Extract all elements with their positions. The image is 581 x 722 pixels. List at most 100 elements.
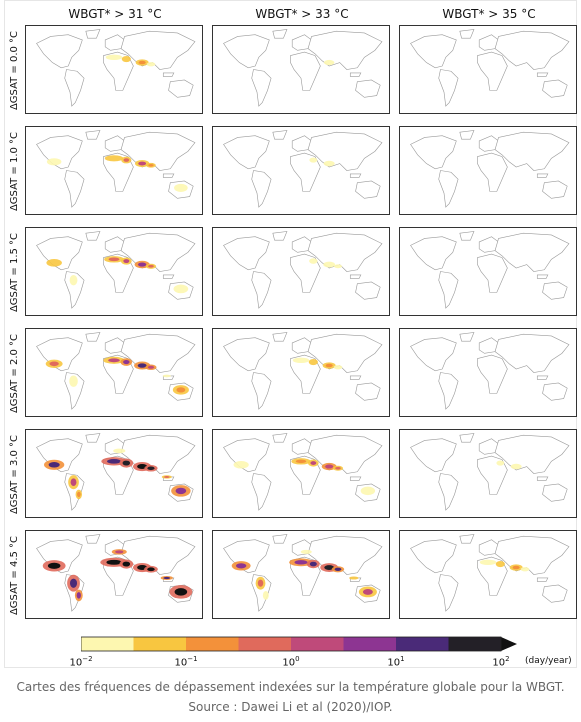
map-panel bbox=[25, 25, 203, 114]
continent-outline bbox=[349, 72, 362, 77]
caption-line-2: Source : Dawei Li et al (2020)/IOP. bbox=[188, 700, 393, 714]
exceedance-area bbox=[520, 567, 530, 572]
column-title: WBGT* > 35 °C bbox=[442, 7, 536, 21]
continent-outline bbox=[410, 337, 457, 372]
exceedance-area bbox=[173, 284, 189, 294]
continent-outline bbox=[64, 271, 85, 309]
colorbar-tick-label: 10−1 bbox=[174, 655, 198, 669]
colorbar-segment bbox=[81, 637, 134, 651]
exceedance-area bbox=[360, 486, 376, 496]
continent-outline bbox=[355, 180, 381, 199]
continent-outline bbox=[536, 577, 549, 582]
map-panel bbox=[212, 227, 390, 316]
exceedance-core bbox=[310, 461, 317, 465]
exceedance-area bbox=[479, 559, 497, 566]
continent-outline bbox=[290, 152, 321, 192]
exceedance-area bbox=[121, 56, 131, 63]
exceedance-core bbox=[137, 262, 147, 267]
map-panel bbox=[399, 25, 577, 114]
exceedance-core bbox=[138, 161, 147, 166]
continent-outline bbox=[355, 281, 381, 300]
exceedance-area bbox=[334, 264, 342, 269]
continent-outline bbox=[272, 332, 288, 342]
colorbar-tick-label: 101 bbox=[387, 655, 405, 669]
world-map bbox=[410, 433, 570, 511]
exceedance-core bbox=[295, 459, 307, 464]
continent-outline bbox=[36, 34, 83, 69]
exceedance-core bbox=[147, 567, 155, 572]
exceedance-core bbox=[324, 565, 335, 570]
exceedance-core bbox=[334, 567, 342, 571]
exceedance-core bbox=[164, 476, 170, 478]
world-map bbox=[223, 130, 383, 208]
world-map bbox=[410, 29, 570, 107]
continent-outline bbox=[272, 29, 288, 39]
figure: WBGT* > 31 °C WBGT* > 33 °C WBGT* > 35 °C … bbox=[4, 0, 577, 668]
continent-outline bbox=[290, 51, 321, 91]
column-title: WBGT* > 33 °C bbox=[255, 7, 349, 21]
map-panel bbox=[25, 227, 203, 316]
colorbar-segment bbox=[238, 637, 292, 651]
continent-outline bbox=[542, 483, 568, 502]
exceedance-area bbox=[309, 258, 318, 264]
continent-outline bbox=[494, 30, 570, 70]
continent-outline bbox=[251, 372, 272, 410]
colorbar-segment bbox=[396, 637, 449, 651]
continent-outline bbox=[251, 271, 272, 309]
continent-outline bbox=[536, 72, 549, 77]
continent-outline bbox=[542, 281, 568, 300]
exceedance-area bbox=[308, 359, 318, 366]
continent-outline bbox=[355, 79, 381, 98]
continent-outline bbox=[459, 29, 475, 39]
exceedance-core bbox=[176, 387, 186, 393]
continent-outline bbox=[85, 231, 101, 241]
exceedance-area bbox=[300, 549, 312, 554]
continent-outline bbox=[162, 274, 175, 279]
world-map bbox=[223, 332, 383, 410]
continent-outline bbox=[307, 131, 383, 171]
row-label: ΔGSAT = 4.5 °C bbox=[9, 535, 21, 615]
continent-outline bbox=[85, 29, 101, 39]
continent-outline bbox=[459, 534, 475, 544]
world-map bbox=[36, 231, 196, 309]
continent-outline bbox=[223, 337, 270, 372]
continent-outline bbox=[477, 455, 508, 495]
exceedance-core bbox=[362, 588, 373, 595]
continent-outline bbox=[438, 271, 459, 309]
world-map bbox=[410, 130, 570, 208]
continent-outline bbox=[410, 135, 457, 170]
exceedance-area bbox=[162, 374, 171, 378]
map-panel bbox=[25, 328, 203, 417]
continent-outline bbox=[355, 382, 381, 401]
map-panel bbox=[212, 328, 390, 417]
exceedance-core bbox=[148, 163, 154, 167]
exceedance-core bbox=[122, 561, 131, 567]
exceedance-area bbox=[323, 160, 335, 167]
continent-outline bbox=[64, 170, 85, 208]
continent-outline bbox=[477, 51, 508, 91]
exceedance-area bbox=[510, 463, 522, 470]
continent-outline bbox=[542, 382, 568, 401]
exceedance-core bbox=[147, 466, 155, 471]
exceedance-area bbox=[333, 365, 343, 370]
continent-outline bbox=[459, 231, 475, 241]
exceedance-core bbox=[138, 60, 146, 65]
world-map bbox=[36, 332, 196, 410]
continent-outline bbox=[494, 232, 570, 272]
colorbar-tick-label: 10−2 bbox=[69, 655, 93, 669]
exceedance-core bbox=[174, 588, 188, 596]
map-panel bbox=[212, 530, 390, 619]
world-map bbox=[223, 534, 383, 612]
colorbar-unit: (day/year) bbox=[525, 656, 572, 666]
map-panel bbox=[399, 328, 577, 417]
exceedance-core bbox=[235, 563, 247, 569]
exceedance-area bbox=[46, 258, 62, 267]
exceedance-area bbox=[174, 183, 188, 192]
continent-outline bbox=[542, 79, 568, 98]
continent-outline bbox=[477, 152, 508, 192]
continent-outline bbox=[85, 534, 101, 544]
exceedance-area bbox=[323, 261, 336, 268]
continent-outline bbox=[494, 131, 570, 171]
colorbar-segment bbox=[343, 637, 397, 651]
exceedance-area bbox=[349, 576, 359, 580]
